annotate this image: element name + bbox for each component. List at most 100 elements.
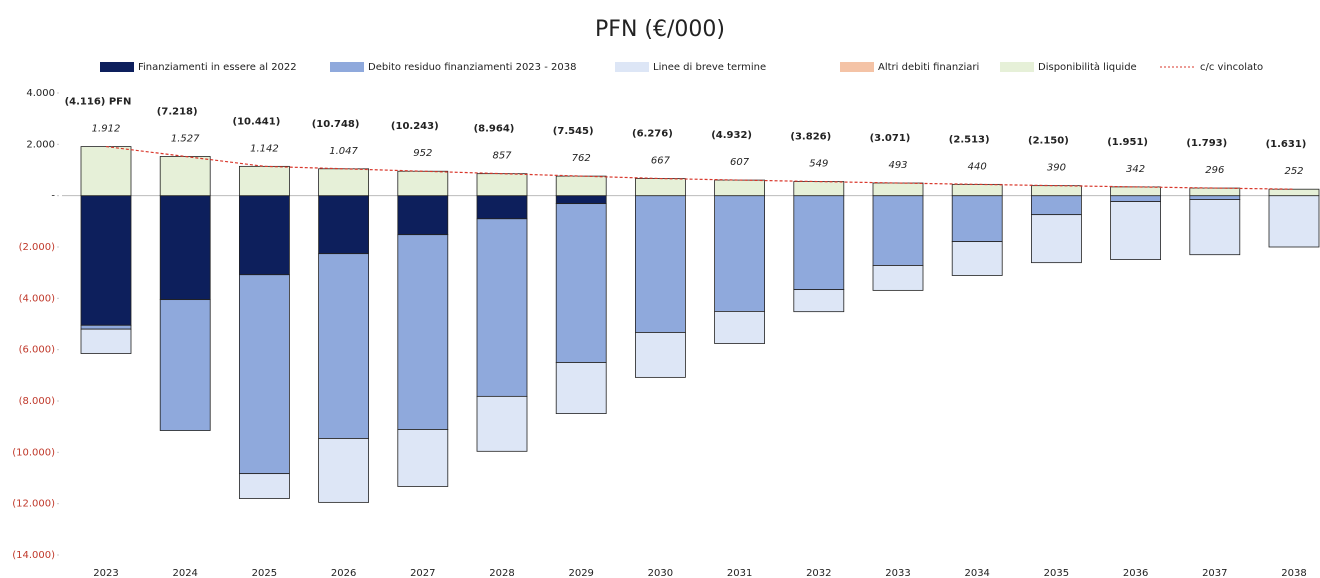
legend-label: Altri debiti finanziari [878,62,979,73]
bar-segment [635,332,686,378]
bar-segment [318,195,370,255]
bar-segment [238,165,290,197]
y-tick-label: - [51,191,55,202]
annotation: (10.748) [312,119,360,130]
data-label: 252 [1284,166,1303,177]
x-tick-label: 2029 [568,568,593,578]
bar-segment [555,203,607,363]
annotation: (1.793) [1186,138,1227,149]
x-tick-label: 2031 [727,568,752,578]
legend-swatch [100,62,134,72]
x-tick-label: 2038 [1281,568,1306,578]
bar-segment [397,170,449,197]
bar-segment [1031,214,1082,264]
bar-segment [476,195,528,220]
bar-segment [397,195,449,236]
bar-segment [872,182,924,197]
bar-segment [635,195,686,333]
bar-segment [872,195,924,266]
bar-segment [872,265,924,291]
bar-segment [714,311,765,344]
data-label: 762 [572,153,591,164]
x-tick-label: 2037 [1202,568,1227,578]
y-tick-label: 2.000 [26,139,55,150]
annotation: (8.964) [474,124,515,135]
data-label: 607 [730,157,750,168]
bar-segment [397,234,449,430]
bar-segment [238,473,290,499]
x-tick-label: 2024 [172,568,197,578]
bar-segment [1031,185,1082,197]
legend-label: c/c vincolato [1200,62,1263,73]
bar-segment [318,438,370,503]
legend-swatch [330,62,364,72]
bar-segment [793,289,845,313]
x-tick-label: 2026 [331,568,356,578]
annotation: (4.116) PFN [65,97,132,108]
annotation: (3.071) [870,133,911,144]
data-label: 342 [1126,164,1145,175]
x-tick-label: 2033 [885,568,910,578]
bar-segment [714,179,765,197]
bar-segment [951,195,1003,243]
legend-label: Finanziamenti in essere al 2022 [138,62,297,73]
x-tick-label: 2030 [648,568,673,578]
chart-title: PFN (€/000) [595,17,725,42]
data-label: 440 [968,161,987,172]
legend-label: Debito residuo finanziamenti 2023 - 2038 [368,62,576,73]
bar-segment [476,395,528,452]
annotation: (1.951) [1107,137,1148,148]
bar-segment [1268,195,1320,248]
bar-segment [1110,195,1161,202]
annotation: (10.441) [233,116,281,127]
x-tick-label: 2035 [1044,568,1069,578]
legend-swatch [615,62,649,72]
x-tick-label: 2034 [964,568,989,578]
bar-segment [951,241,1003,276]
bar-segment [318,253,370,439]
y-tick-label: (10.000) [12,447,55,458]
bar-segment [476,173,528,197]
bar-segment [555,195,607,205]
bar-segment [555,175,607,197]
legend-label: Linee di breve termine [653,62,766,73]
data-label: 1.527 [171,133,200,144]
y-tick-label: (2.000) [19,242,56,253]
bar-segment [1189,187,1241,197]
data-label: 296 [1205,165,1224,176]
bar-segment [793,181,845,197]
y-tick-label: (6.000) [19,345,56,356]
bar-segment [1189,199,1241,256]
legend-swatch [840,62,874,72]
bar-segment [635,178,686,197]
x-tick-label: 2032 [806,568,831,578]
bar-segment [80,324,132,330]
bar-segment [318,168,370,197]
data-label: 952 [413,148,432,159]
bar-segment [397,429,449,487]
bar-segment [159,195,211,301]
y-tick-label: (4.000) [19,293,56,304]
bar-segment [793,195,845,291]
y-tick-label: (14.000) [12,550,55,561]
annotation: (6.276) [632,129,673,140]
x-tick-label: 2036 [1123,568,1148,578]
data-label: 390 [1047,163,1066,174]
data-label: 857 [492,151,512,162]
y-tick-label: (8.000) [19,396,56,407]
bar-segment [1110,186,1161,197]
y-tick-label: (12.000) [12,499,55,510]
bar-segment [159,299,211,431]
annotation: (10.243) [391,121,439,132]
annotation: (7.545) [553,126,594,137]
y-tick-label: 4.000 [26,88,55,99]
data-label: 493 [888,160,907,171]
bar-segment [1110,201,1161,260]
data-label: 1.912 [92,124,121,135]
annotation: (4.932) [711,130,752,141]
bar-segment [555,362,607,414]
bar-segment [238,274,290,475]
bar-segment [476,218,528,397]
annotation: (3.826) [790,132,831,143]
